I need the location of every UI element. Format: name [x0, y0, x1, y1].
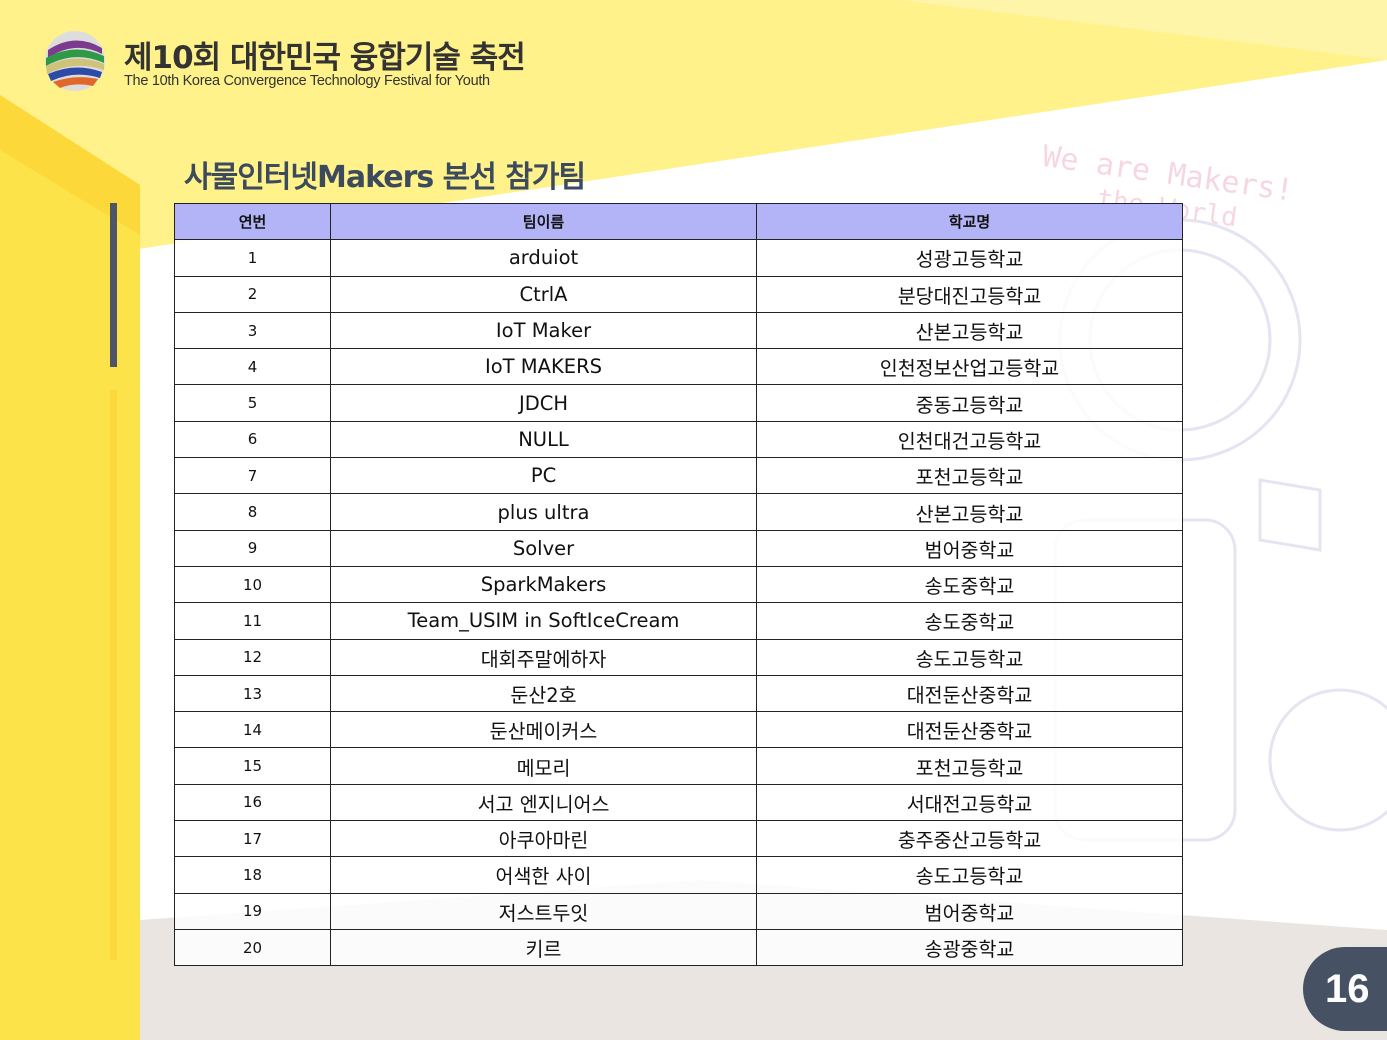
table-row: 10 SparkMakers 송도중학교 — [174, 565, 1183, 604]
table-row: 9 Solver 범어중학교 — [174, 529, 1183, 567]
table-row: 15 메모리 포천고등학교 — [174, 747, 1183, 785]
number-cell: 10 — [174, 565, 331, 604]
school-cell: 산본고등학교 — [756, 311, 1183, 350]
number-cell: 19 — [174, 892, 331, 930]
table-row: 8 plus ultra 산본고등학교 — [174, 493, 1183, 531]
team-name-cell: IoT MAKERS — [330, 348, 757, 386]
school-cell: 송광중학교 — [756, 928, 1183, 967]
number-cell: 12 — [174, 638, 331, 676]
page-number-badge: 16 — [1303, 947, 1387, 1031]
column-header-school: 학교명 — [756, 202, 1183, 241]
team-name-cell: CtrlA — [330, 275, 757, 313]
number-cell: 14 — [174, 711, 331, 749]
school-cell: 대전둔산중학교 — [756, 674, 1183, 713]
team-name-cell: SparkMakers — [330, 565, 757, 604]
table-row: 13 둔산2호 대전둔산중학교 — [174, 674, 1183, 713]
accent-bar — [110, 203, 117, 367]
team-name-cell: Team_USIM in SoftIceCream — [330, 602, 757, 640]
school-cell: 대전둔산중학교 — [756, 711, 1183, 749]
table-row: 5 JDCH 중동고등학교 — [174, 384, 1183, 422]
team-name-cell: IoT Maker — [330, 311, 757, 350]
table-row: 18 어색한 사이 송도고등학교 — [174, 856, 1183, 894]
table-row: 12 대회주말에하자 송도고등학교 — [174, 638, 1183, 676]
team-name-cell: 둔산메이커스 — [330, 711, 757, 749]
team-name-cell: 저스트두잇 — [330, 892, 757, 930]
school-cell: 중동고등학교 — [756, 384, 1183, 422]
table-row: 3 IoT Maker 산본고등학교 — [174, 311, 1183, 350]
table-row: 16 서고 엔지니어스 서대전고등학교 — [174, 783, 1183, 822]
team-name-cell: NULL — [330, 420, 757, 459]
school-cell: 성광고등학교 — [756, 239, 1183, 277]
table-row: 19 저스트두잇 범어중학교 — [174, 892, 1183, 930]
festival-logo — [45, 31, 105, 91]
team-name-cell: arduiot — [330, 239, 757, 277]
school-cell: 송도고등학교 — [756, 638, 1183, 676]
table-header-row: 연번 팀이름 학교명 — [174, 202, 1183, 241]
team-name-cell: 둔산2호 — [330, 674, 757, 713]
team-name-cell: plus ultra — [330, 493, 757, 531]
number-cell: 18 — [174, 856, 331, 894]
table-row: 17 아쿠아마린 충주중산고등학교 — [174, 820, 1183, 858]
school-cell: 송도중학교 — [756, 602, 1183, 640]
number-cell: 1 — [174, 239, 331, 277]
number-cell: 2 — [174, 275, 331, 313]
number-cell: 20 — [174, 928, 331, 967]
table-row: 4 IoT MAKERS 인천정보산업고등학교 — [174, 348, 1183, 386]
table-row: 20 키르 송광중학교 — [174, 928, 1183, 967]
school-cell: 인천정보산업고등학교 — [756, 348, 1183, 386]
number-cell: 4 — [174, 348, 331, 386]
team-name-cell: 어색한 사이 — [330, 856, 757, 894]
school-cell: 범어중학교 — [756, 529, 1183, 567]
number-cell: 15 — [174, 747, 331, 785]
number-cell: 9 — [174, 529, 331, 567]
team-name-cell: 대회주말에하자 — [330, 638, 757, 676]
number-cell: 11 — [174, 602, 331, 640]
school-cell: 서대전고등학교 — [756, 783, 1183, 822]
team-name-cell: Solver — [330, 529, 757, 567]
number-cell: 13 — [174, 674, 331, 713]
number-cell: 16 — [174, 783, 331, 822]
page-title: 사물인터넷Makers 본선 참가팀 — [184, 160, 586, 195]
school-cell: 포천고등학교 — [756, 747, 1183, 785]
school-cell: 송도고등학교 — [756, 856, 1183, 894]
number-cell: 3 — [174, 311, 331, 350]
table-row: 1 arduiot 성광고등학교 — [174, 239, 1183, 277]
number-cell: 7 — [174, 457, 331, 495]
school-cell: 포천고등학교 — [756, 457, 1183, 495]
table-row: 11 Team_USIM in SoftIceCream 송도중학교 — [174, 602, 1183, 640]
school-cell: 분당대진고등학교 — [756, 275, 1183, 313]
school-cell: 인천대건고등학교 — [756, 420, 1183, 459]
column-header-team: 팀이름 — [330, 202, 757, 241]
school-cell: 산본고등학교 — [756, 493, 1183, 531]
number-cell: 5 — [174, 384, 331, 422]
number-cell: 8 — [174, 493, 331, 531]
team-name-cell: 키르 — [330, 928, 757, 967]
table-row: 7 PC 포천고등학교 — [174, 457, 1183, 495]
school-cell: 충주중산고등학교 — [756, 820, 1183, 858]
table-row: 6 NULL 인천대건고등학교 — [174, 420, 1183, 459]
team-name-cell: 아쿠아마린 — [330, 820, 757, 858]
column-header-number: 연번 — [174, 202, 331, 241]
number-cell: 17 — [174, 820, 331, 858]
team-name-cell: 서고 엔지니어스 — [330, 783, 757, 822]
school-cell: 범어중학교 — [756, 892, 1183, 930]
number-cell: 6 — [174, 420, 331, 459]
team-name-cell: JDCH — [330, 384, 757, 422]
team-name-cell: PC — [330, 457, 757, 495]
table-row: 2 CtrlA 분당대진고등학교 — [174, 275, 1183, 313]
school-cell: 송도중학교 — [756, 565, 1183, 604]
festival-subtitle: The 10th Korea Convergence Technology Fe… — [124, 73, 490, 89]
festival-title: 제10회 대한민국 융합기술 축전 — [124, 40, 526, 76]
team-name-cell: 메모리 — [330, 747, 757, 785]
teams-table: 연번 팀이름 학교명 1 arduiot 성광고등학교 2 CtrlA 분당대진고등학교 3… — [174, 202, 1183, 967]
table-row: 14 둔산메이커스 대전둔산중학교 — [174, 711, 1183, 749]
